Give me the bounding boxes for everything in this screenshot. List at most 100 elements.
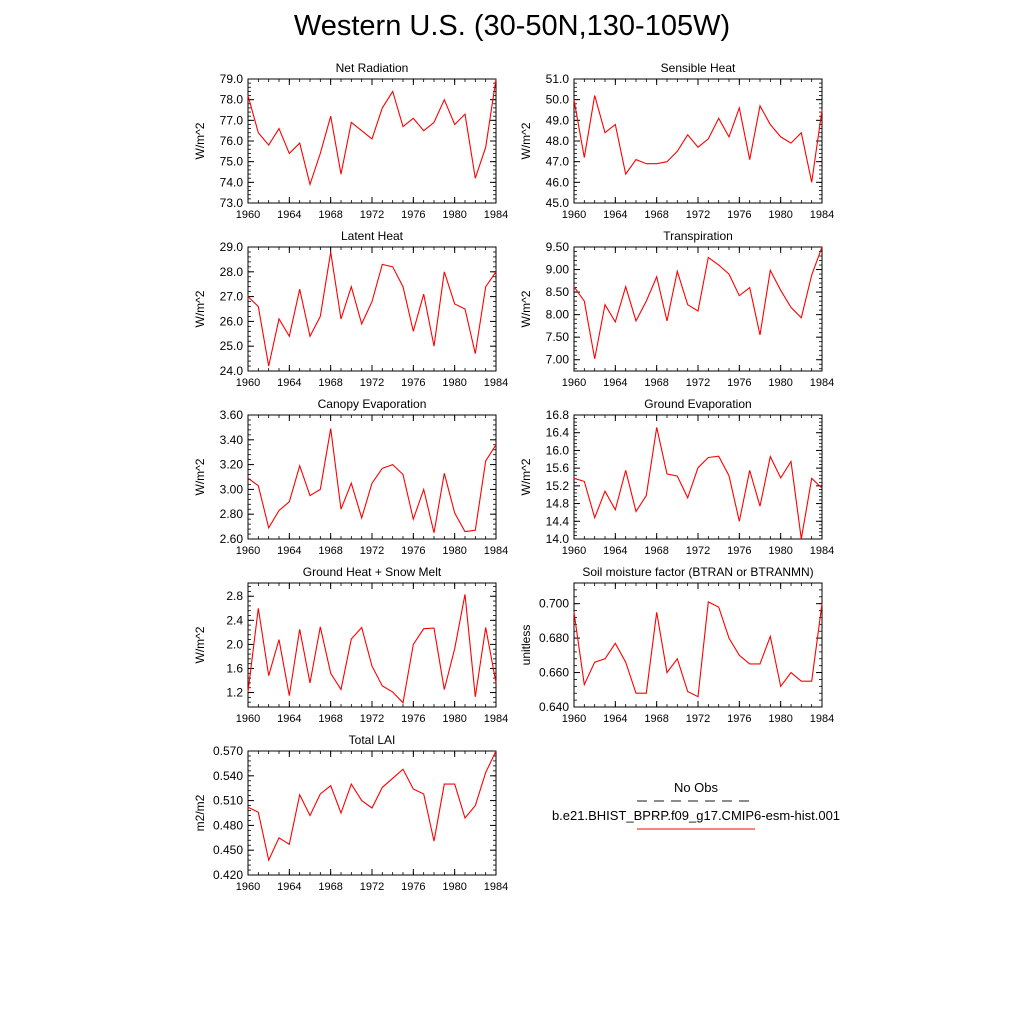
y-tick-label: 49.0 — [546, 113, 570, 127]
x-tick-label: 1968 — [318, 881, 342, 893]
y-tick-label: 2.80 — [220, 507, 244, 521]
x-tick-label: 1980 — [768, 545, 792, 557]
x-tick-label: 1984 — [484, 377, 508, 389]
y-tick-label: 51.0 — [546, 72, 570, 86]
x-tick-label: 1968 — [644, 209, 668, 221]
y-tick-label: 0.640 — [539, 700, 569, 714]
x-tick-label: 1984 — [810, 209, 834, 221]
x-tick-label: 1964 — [603, 545, 627, 557]
y-tick-label: 2.0 — [226, 637, 243, 651]
y-tick-label: 2.4 — [226, 613, 243, 627]
plot-frame — [247, 246, 497, 372]
plot-frame — [247, 78, 497, 204]
x-tick-label: 1972 — [686, 209, 710, 221]
y-tick-label: 26.0 — [220, 314, 244, 328]
x-tick-label: 1980 — [768, 713, 792, 725]
series-line — [573, 246, 823, 359]
plot-frame — [573, 78, 823, 204]
x-tick-label: 1976 — [401, 545, 425, 557]
y-tick-label: 14.8 — [546, 497, 570, 511]
chart-panel: 1960 1964 1968 1972 1976 1980 1984 7.00 7.50 8.00… — [519, 229, 834, 389]
x-tick-label: 1960 — [562, 545, 586, 557]
y-axis-label: W/m^2 — [519, 122, 533, 159]
y-tick-label: 1.2 — [226, 686, 243, 700]
y-tick-label: 3.40 — [220, 433, 244, 447]
series-line — [573, 95, 823, 183]
x-tick-label: 1984 — [484, 713, 508, 725]
x-tick-label: 1972 — [360, 713, 384, 725]
chart-panel: 1960 1964 1968 1972 1976 1980 1984 0.640 0.660 0.… — [519, 565, 834, 725]
series-line — [247, 594, 497, 704]
legend: No Obs b.e21.BHIST_BPRP.f09_g17.CMIP6-esm… — [552, 780, 840, 830]
x-tick-label: 1976 — [401, 377, 425, 389]
plot-frame — [573, 582, 823, 708]
x-tick-label: 1964 — [277, 881, 301, 893]
y-tick-label: 74.0 — [220, 175, 244, 189]
x-tick-label: 1984 — [484, 881, 508, 893]
x-tick-label: 1972 — [360, 377, 384, 389]
x-tick-label: 1976 — [727, 545, 751, 557]
x-tick-label: 1964 — [277, 545, 301, 557]
figure-title: Western U.S. (30-50N,130-105W) — [293, 10, 731, 42]
y-axis-label: unitless — [519, 625, 533, 666]
x-tick-label: 1980 — [442, 209, 466, 221]
y-tick-label: 50.0 — [546, 93, 570, 107]
y-tick-label: 3.60 — [220, 408, 244, 422]
y-tick-label: 75.0 — [220, 155, 244, 169]
y-axis-label: W/m^2 — [193, 290, 207, 327]
panel-title: Total LAI — [349, 733, 396, 747]
y-tick-label: 0.480 — [213, 818, 243, 832]
y-tick-label: 0.570 — [213, 744, 243, 758]
x-tick-label: 1984 — [810, 545, 834, 557]
y-tick-label: 2.60 — [220, 532, 244, 546]
y-tick-label: 8.00 — [546, 308, 570, 322]
y-tick-label: 46.0 — [546, 175, 570, 189]
y-tick-label: 78.0 — [220, 93, 244, 107]
x-tick-label: 1976 — [401, 881, 425, 893]
chart-panel: 1960 1964 1968 1972 1976 1980 1984 73.0 74.0 75.0… — [193, 61, 508, 221]
y-tick-label: 9.00 — [546, 263, 570, 277]
y-tick-label: 16.0 — [546, 443, 570, 457]
chart-panel: 1960 1964 1968 1972 1976 1980 1984 0.420 0.450 0.… — [193, 733, 508, 893]
x-tick-label: 1976 — [401, 713, 425, 725]
panel-title: Soil moisture factor (BTRAN or BTRANMN) — [582, 565, 813, 579]
y-tick-label: 48.0 — [546, 134, 570, 148]
x-tick-label: 1980 — [442, 713, 466, 725]
x-tick-label: 1964 — [277, 713, 301, 725]
x-tick-label: 1960 — [236, 545, 260, 557]
x-tick-label: 1984 — [810, 713, 834, 725]
x-tick-label: 1968 — [318, 209, 342, 221]
x-tick-label: 1968 — [644, 545, 668, 557]
chart-panel: 1960 1964 1968 1972 1976 1980 1984 45.0 46.0 47.0… — [519, 61, 834, 221]
x-tick-label: 1960 — [562, 209, 586, 221]
x-tick-label: 1972 — [686, 713, 710, 725]
y-axis-label: W/m^2 — [193, 122, 207, 159]
x-tick-label: 1972 — [686, 377, 710, 389]
x-tick-label: 1964 — [277, 377, 301, 389]
x-tick-label: 1984 — [810, 377, 834, 389]
x-tick-label: 1968 — [318, 377, 342, 389]
series-line — [247, 78, 497, 187]
y-tick-label: 24.0 — [220, 364, 244, 378]
panel-title: Transpiration — [663, 229, 733, 243]
x-tick-label: 1964 — [603, 209, 627, 221]
panel-title: Canopy Evaporation — [318, 397, 427, 411]
y-tick-label: 77.0 — [220, 113, 244, 127]
x-tick-label: 1972 — [360, 209, 384, 221]
plot-frame — [573, 414, 823, 540]
y-tick-label: 0.420 — [213, 868, 243, 882]
y-tick-label: 3.20 — [220, 458, 244, 472]
plot-frame — [247, 750, 497, 876]
x-tick-label: 1972 — [686, 545, 710, 557]
series-line — [573, 601, 823, 698]
y-axis-label: W/m^2 — [193, 458, 207, 495]
x-tick-label: 1976 — [727, 713, 751, 725]
y-tick-label: 0.540 — [213, 769, 243, 783]
series-line — [247, 750, 497, 862]
y-tick-label: 15.6 — [546, 461, 570, 475]
y-tick-label: 14.4 — [546, 514, 570, 528]
plot-frame — [247, 582, 497, 708]
y-tick-label: 16.4 — [546, 426, 570, 440]
y-tick-label: 0.510 — [213, 794, 243, 808]
